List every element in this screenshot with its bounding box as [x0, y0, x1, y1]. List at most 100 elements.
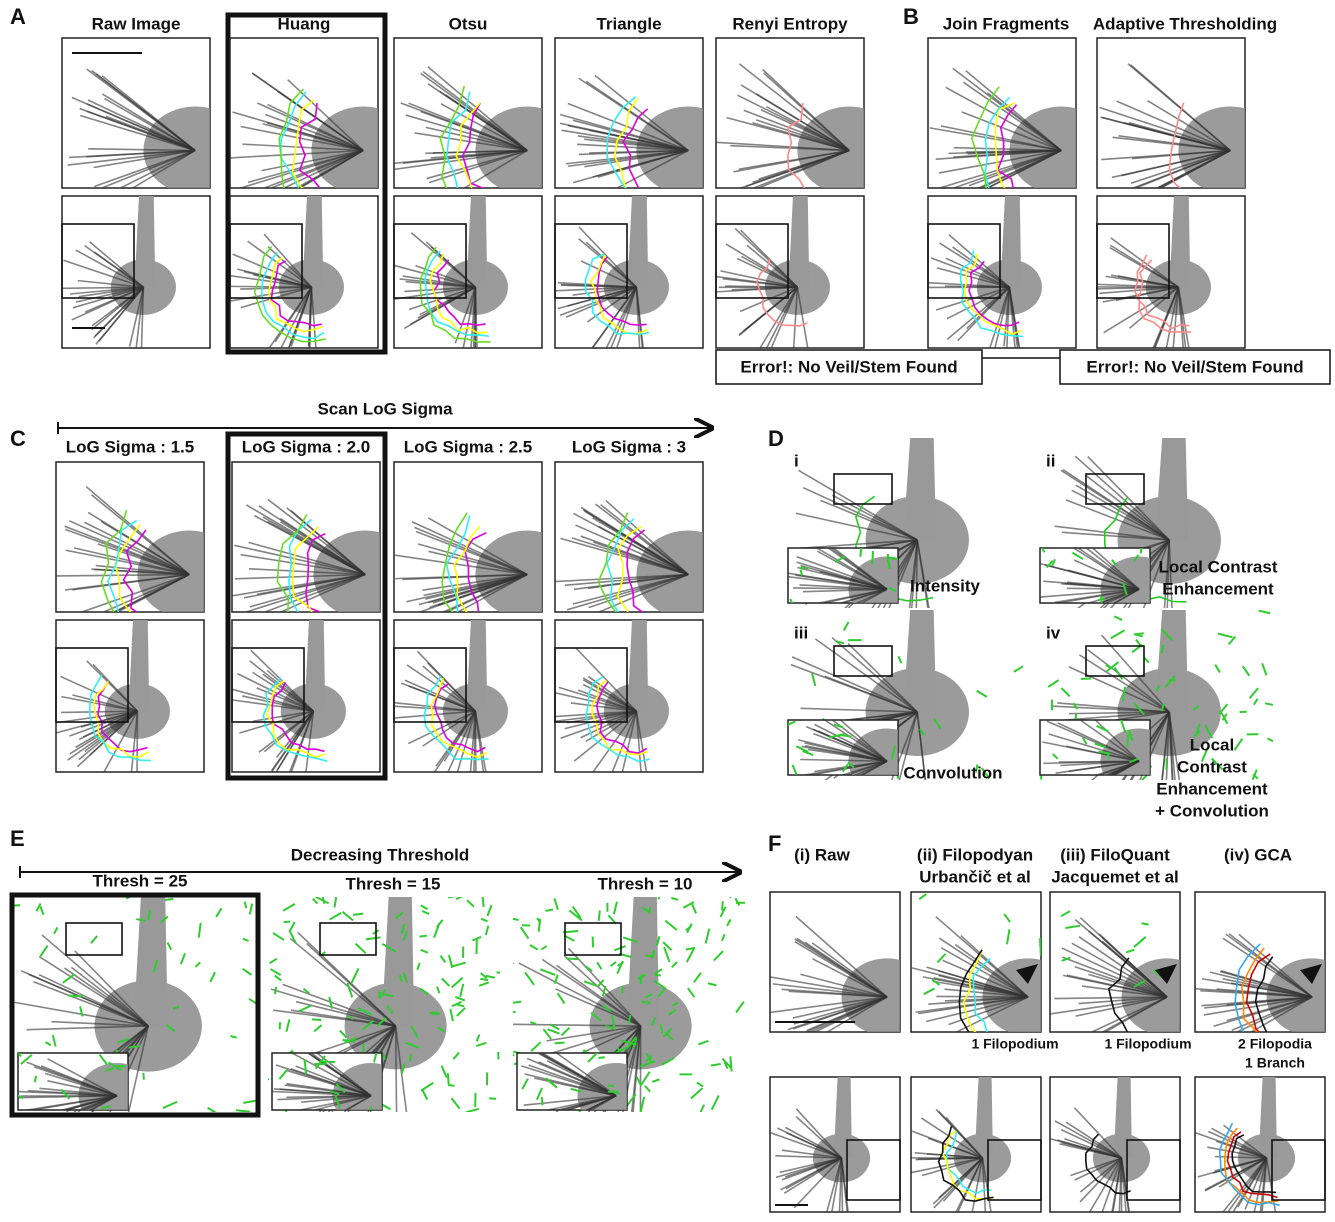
label: LoG Sigma : 1.5: [66, 437, 194, 456]
spike: [842, 1158, 843, 1219]
detection: [312, 1019, 321, 1020]
label: Error!: No Veil/Stem Found: [1086, 357, 1303, 376]
detection: [504, 1044, 514, 1056]
detection: [480, 979, 488, 980]
detection: [640, 974, 641, 984]
detection: [400, 975, 401, 981]
label: Local Contrast: [1158, 557, 1277, 576]
label: (iv) GCA: [1224, 845, 1292, 864]
detection: [1134, 633, 1144, 634]
label: B: [903, 4, 919, 29]
figure: ARaw ImageHuangOtsuTriangleRenyi Entropy…: [0, 0, 1335, 1222]
label: (iii) FiloQuant: [1060, 845, 1170, 864]
label: Local: [1190, 735, 1234, 754]
label: LoG Sigma : 3: [572, 437, 686, 456]
detection: [143, 1073, 144, 1080]
detection: [872, 551, 873, 564]
spike: [936, 996, 1028, 997]
detection: [448, 1073, 449, 1084]
detection: [448, 896, 454, 897]
spike: [230, 286, 311, 287]
detection: [263, 1079, 269, 1084]
label: Error!: No Veil/Stem Found: [740, 357, 957, 376]
label: Urbančič et al: [919, 867, 1031, 886]
label: 2 Filopodia: [1238, 1036, 1312, 1052]
detection: [629, 1015, 630, 1023]
micrograph: [1047, 1077, 1180, 1222]
detection: [448, 1085, 454, 1086]
label: ii: [1046, 451, 1055, 470]
micrograph: [58, 196, 210, 369]
label: Enhancement: [1162, 579, 1274, 598]
detection: [555, 1043, 565, 1044]
detection: [1127, 734, 1128, 747]
detection: [275, 987, 276, 994]
label: F: [768, 831, 781, 856]
detection: [545, 909, 553, 910]
label: A: [10, 4, 26, 29]
micrograph: [62, 38, 247, 221]
detection: [35, 1076, 36, 1082]
label: iii: [794, 623, 808, 642]
label: Intensity: [910, 576, 980, 595]
label: LoG Sigma : 2.5: [404, 437, 532, 456]
detection: [645, 955, 654, 956]
label: + Convolution: [1155, 801, 1269, 820]
micrograph: [1097, 38, 1282, 216]
detection: [482, 896, 483, 907]
detection: [566, 959, 578, 960]
detection: [353, 914, 363, 915]
detection: [508, 958, 513, 963]
detection: [497, 972, 511, 973]
label: Join Fragments: [943, 14, 1070, 33]
spike: [1059, 761, 1139, 762]
label: Thresh = 10: [598, 874, 693, 893]
label: Contrast: [1177, 757, 1247, 776]
detection: [542, 1097, 543, 1105]
detection: [598, 1057, 604, 1058]
micrograph: [1050, 892, 1213, 1053]
detection: [420, 936, 427, 937]
micrograph: [1195, 1077, 1325, 1222]
micrograph: [52, 620, 204, 794]
detection: [149, 910, 150, 920]
detection: [539, 919, 540, 932]
label: Otsu: [449, 14, 488, 33]
micrograph: [504, 888, 749, 1163]
label: 1 Filopodium: [1104, 1036, 1191, 1052]
detection: [410, 1054, 411, 1061]
micrograph: [910, 1077, 1041, 1222]
micrograph: [388, 620, 542, 794]
label: (ii) Filopodyan: [917, 845, 1033, 864]
detection: [641, 1002, 650, 1003]
micrograph: [230, 620, 380, 787]
micrograph: [549, 196, 703, 371]
label: 1 Branch: [1245, 1055, 1305, 1071]
spike: [1067, 588, 1139, 589]
label: Huang: [278, 14, 331, 33]
label: Raw Image: [92, 14, 181, 33]
micrograph: [767, 892, 932, 1054]
micrograph: [389, 196, 542, 367]
micrograph: [1096, 196, 1245, 369]
label: Convolution: [903, 763, 1002, 782]
detection: [165, 899, 173, 900]
detection: [722, 901, 723, 910]
detection: [432, 1012, 440, 1013]
detection: [68, 996, 83, 997]
label: D: [768, 426, 784, 451]
detection: [730, 888, 736, 898]
label: i: [794, 451, 799, 470]
label: Enhancement: [1156, 779, 1268, 798]
label: Scan LoG Sigma: [317, 399, 453, 418]
label: Jacquemet et al: [1051, 867, 1179, 886]
detection: [489, 1098, 496, 1099]
detection: [730, 1056, 731, 1071]
label: C: [10, 426, 26, 451]
micrograph: [710, 38, 901, 212]
micrograph: [923, 196, 1076, 362]
micrograph: [263, 893, 511, 1156]
detection: [599, 911, 600, 921]
label: LoG Sigma : 2.0: [242, 437, 370, 456]
label: Adaptive Thresholding: [1093, 14, 1277, 33]
